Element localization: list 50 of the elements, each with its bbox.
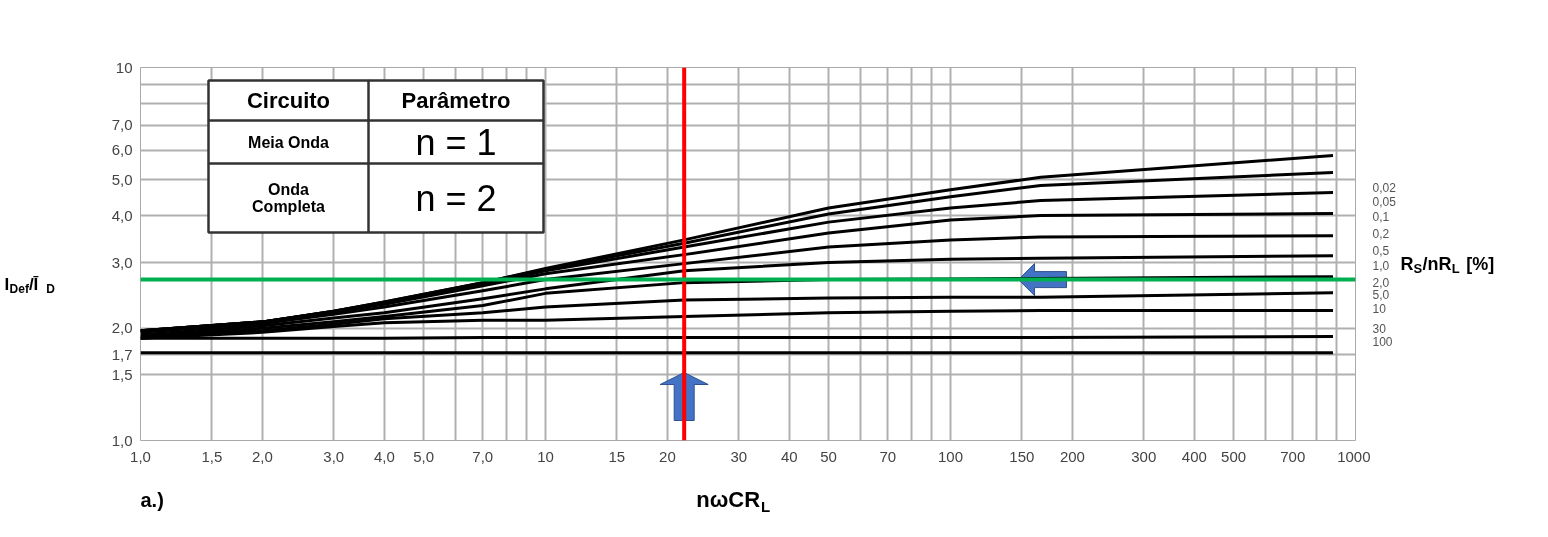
text: 0,05 xyxy=(1372,194,1397,209)
x-tick-label: 2,0 xyxy=(251,447,273,465)
text: a.) xyxy=(140,488,164,511)
x-tick-label: 1,0 xyxy=(130,447,151,465)
annotation: n = 2 xyxy=(415,177,497,219)
x-tick-label: 1000 xyxy=(1337,447,1371,465)
x-tick-label: 100 xyxy=(937,447,964,465)
x-tick-label: 15 xyxy=(608,447,626,465)
x-tick-label: 10 xyxy=(537,447,554,465)
y-tick-label: 1,5 xyxy=(111,365,133,383)
annotation: Parâmetro xyxy=(401,88,511,113)
y-tick-label: 2,0 xyxy=(111,319,133,337)
annotation: n = 1 xyxy=(415,121,497,163)
text: 0,2 xyxy=(1372,226,1390,241)
x-tick-label: 5,0 xyxy=(413,447,435,465)
text: 0,5 xyxy=(1372,243,1390,258)
x-tick-label: 500 xyxy=(1221,447,1247,465)
x-tick-label: 700 xyxy=(1280,447,1306,465)
y-tick-label: 10 xyxy=(115,58,133,76)
text: 2,0 xyxy=(1372,275,1390,290)
text: 30 xyxy=(1372,322,1387,337)
y-tick-label: 1,0 xyxy=(111,431,133,449)
text: 0,1 xyxy=(1372,210,1390,225)
x-tick-label: 1,5 xyxy=(201,447,223,465)
text: 0,02 xyxy=(1372,181,1397,196)
x-tick-label: 20 xyxy=(659,447,676,465)
text: 5,0 xyxy=(1372,288,1390,303)
y-tick-label: 5,0 xyxy=(111,170,133,188)
x-tick-label: 70 xyxy=(879,447,897,465)
x-tick-label: 200 xyxy=(1059,447,1085,465)
y-tick-label: 6,0 xyxy=(111,141,133,159)
y-tick-label: 3,0 xyxy=(111,253,133,271)
y-tick-label: 7,0 xyxy=(111,116,133,134)
text: 1,0 xyxy=(1372,259,1390,274)
x-tick-label: 50 xyxy=(820,447,837,465)
x-tick-label: 400 xyxy=(1181,447,1207,465)
annotation: Onda Completa xyxy=(252,180,326,216)
text: 10 xyxy=(1372,301,1387,316)
text: 100 xyxy=(1372,334,1393,349)
y-tick-label: 4,0 xyxy=(111,206,133,224)
annotation: Circuito xyxy=(246,88,331,113)
x-tick-label: 150 xyxy=(1009,447,1035,465)
y-tick-label: 1,7 xyxy=(111,345,133,363)
x-tick-label: 300 xyxy=(1131,447,1157,465)
x-tick-label: 4,0 xyxy=(373,447,395,465)
x-tick-label: 3,0 xyxy=(323,447,345,465)
x-tick-label: 7,0 xyxy=(472,447,494,465)
x-tick-label: 30 xyxy=(730,447,748,465)
x-tick-label: 40 xyxy=(780,447,798,465)
annotation: Meia Onda xyxy=(248,133,330,151)
